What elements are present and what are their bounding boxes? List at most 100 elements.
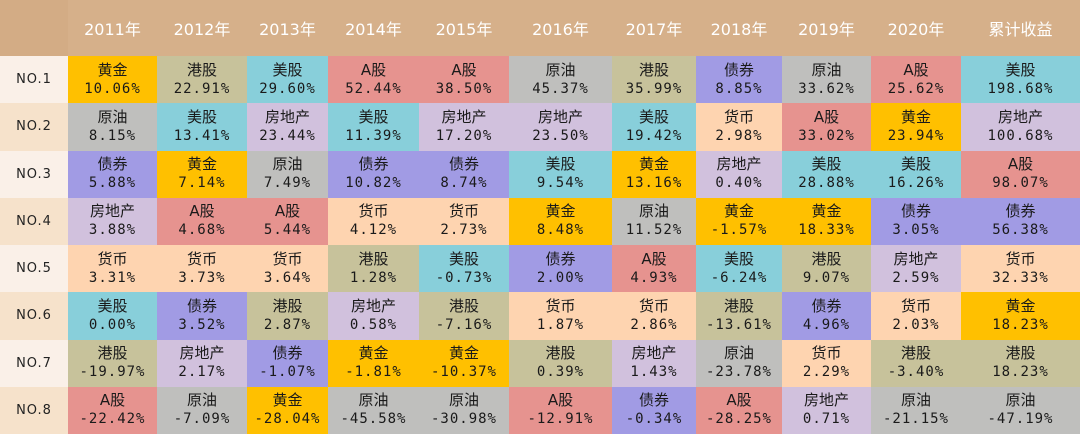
table-cell: 房地产 23.50% bbox=[509, 103, 612, 151]
asset-name: A股 bbox=[726, 391, 752, 410]
table-cell: A股 33.02% bbox=[782, 103, 871, 151]
asset-name: 黄金 bbox=[638, 155, 669, 174]
table-cell: 货币 2.03% bbox=[871, 292, 961, 340]
table-cell: 黄金 23.94% bbox=[871, 103, 961, 151]
return-value: 19.42% bbox=[625, 127, 683, 144]
asset-name: 房地产 bbox=[264, 107, 310, 126]
table-cell: 黄金 13.16% bbox=[612, 150, 696, 198]
return-value: 3.73% bbox=[178, 269, 226, 286]
asset-name: 债券 bbox=[97, 155, 128, 174]
asset-name: 房地产 bbox=[803, 391, 849, 410]
table-cell: 黄金 -1.57% bbox=[696, 197, 782, 245]
return-value: 18.23% bbox=[992, 364, 1049, 381]
table-cell: 港股 -13.61% bbox=[696, 292, 782, 340]
return-value: -0.34% bbox=[625, 411, 683, 428]
table-cell: A股 4.93% bbox=[612, 245, 696, 293]
return-value: 8.48% bbox=[536, 222, 585, 239]
asset-name: A股 bbox=[813, 107, 840, 126]
table-cell: 黄金 -1.81% bbox=[328, 339, 419, 387]
return-value: 23.94% bbox=[887, 127, 945, 144]
table-cell: 债券 3.52% bbox=[157, 292, 247, 340]
asset-name: 美股 bbox=[97, 296, 128, 315]
return-value: 3.31% bbox=[88, 269, 137, 286]
asset-name: 债券 bbox=[358, 155, 389, 174]
table-cell: 黄金 18.23% bbox=[961, 292, 1080, 340]
asset-name: 美股 bbox=[186, 107, 217, 126]
asset-name: 港股 bbox=[358, 249, 389, 268]
return-value: 17.20% bbox=[435, 127, 493, 144]
asset-name: A股 bbox=[451, 60, 477, 79]
return-value: 3.64% bbox=[263, 269, 312, 286]
return-value: 28.88% bbox=[798, 175, 855, 192]
table-cell: 美股 -0.73% bbox=[419, 245, 509, 293]
return-value: -30.98% bbox=[430, 411, 497, 428]
asset-name: 原油 bbox=[358, 391, 389, 410]
asset-name: 原油 bbox=[448, 391, 479, 410]
return-value: 11.39% bbox=[345, 127, 402, 144]
table-cell: 黄金 -28.04% bbox=[247, 386, 328, 434]
return-value: -1.57% bbox=[710, 222, 768, 239]
table-cell: 美股 -6.24% bbox=[696, 245, 782, 293]
table-cell: A股 25.62% bbox=[871, 56, 961, 104]
return-value: 4.96% bbox=[802, 316, 851, 333]
asset-name: 黄金 bbox=[723, 202, 754, 221]
asset-name: 房地产 bbox=[179, 344, 225, 363]
asset-name: 黄金 bbox=[1005, 296, 1036, 315]
table-cell: 原油 33.62% bbox=[782, 56, 871, 104]
table-cell: A股 5.44% bbox=[247, 197, 328, 245]
return-value: -13.61% bbox=[705, 316, 772, 333]
table-cell: 港股 18.23% bbox=[961, 339, 1080, 387]
column-header: 2016年 bbox=[509, 0, 612, 56]
table-cell: 港股 22.91% bbox=[157, 56, 247, 104]
asset-name: 美股 bbox=[811, 155, 842, 174]
table-cell: 原油 11.52% bbox=[612, 197, 696, 245]
asset-name: 货币 bbox=[723, 107, 754, 126]
rank-label: NO.1 bbox=[0, 56, 68, 104]
table-cell: 原油 -23.78% bbox=[696, 339, 782, 387]
return-value: -1.07% bbox=[259, 364, 316, 381]
return-value: 2.03% bbox=[892, 316, 940, 333]
table-cell: 债券 4.96% bbox=[782, 292, 871, 340]
return-value: 7.14% bbox=[178, 175, 226, 192]
asset-name: 美股 bbox=[272, 60, 303, 79]
return-value: 2.98% bbox=[715, 127, 763, 144]
return-value: -23.78% bbox=[705, 364, 772, 381]
asset-name: 港股 bbox=[811, 249, 842, 268]
rank-label: NO.2 bbox=[0, 103, 68, 151]
asset-name: A股 bbox=[360, 60, 387, 79]
asset-name: 美股 bbox=[900, 155, 931, 174]
asset-name: 货币 bbox=[448, 202, 479, 221]
return-value: 9.54% bbox=[536, 175, 585, 192]
asset-name: 原油 bbox=[545, 60, 576, 79]
asset-name: 房地产 bbox=[89, 202, 135, 221]
table-cell: 黄金 18.33% bbox=[782, 197, 871, 245]
return-value: -19.97% bbox=[79, 364, 146, 381]
rank-label: NO.7 bbox=[0, 339, 68, 387]
column-header: 2018年 bbox=[696, 0, 782, 56]
column-header: 2019年 bbox=[782, 0, 871, 56]
table-cell: 美股 28.88% bbox=[782, 150, 871, 198]
return-value: 10.06% bbox=[84, 80, 141, 97]
return-value: 2.86% bbox=[630, 316, 678, 333]
table-cell: 货币 1.87% bbox=[509, 292, 612, 340]
asset-name: A股 bbox=[641, 249, 667, 268]
table-cell: 美股 29.60% bbox=[247, 56, 328, 104]
column-header: 2020年 bbox=[871, 0, 961, 56]
return-value: 7.49% bbox=[263, 175, 312, 192]
asset-name: 港股 bbox=[272, 296, 303, 315]
asset-name: 美股 bbox=[448, 249, 479, 268]
return-value: -6.24% bbox=[710, 269, 768, 286]
asset-name: 原油 bbox=[638, 202, 669, 221]
return-value: 8.85% bbox=[715, 80, 763, 97]
asset-name: 黄金 bbox=[97, 60, 128, 79]
return-value: 3.52% bbox=[178, 316, 226, 333]
asset-name: 房地产 bbox=[997, 107, 1043, 126]
table-cell: 债券 8.74% bbox=[419, 150, 509, 198]
return-value: 5.44% bbox=[263, 222, 312, 239]
table-cell: 房地产 3.88% bbox=[68, 197, 157, 245]
table-cell: 房地产 0.40% bbox=[696, 150, 782, 198]
table-cell: 债券 -0.34% bbox=[612, 386, 696, 434]
table-cell: 货币 2.29% bbox=[782, 339, 871, 387]
table-cell: 货币 2.73% bbox=[419, 197, 509, 245]
